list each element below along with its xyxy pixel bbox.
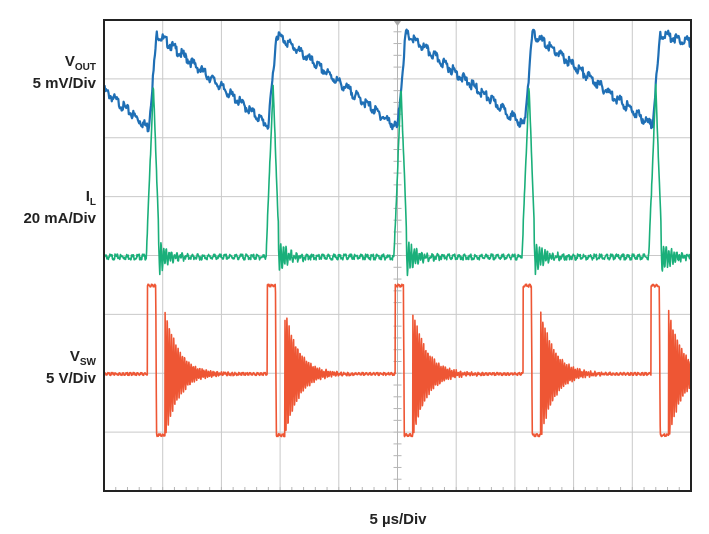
channel-subscript-v-sw: SW	[80, 357, 97, 368]
channel-name-v-out: VOUT	[65, 53, 96, 73]
channel-subscript-v-out: OUT	[75, 62, 96, 73]
channel-scale-v-sw: 5 V/Div	[46, 370, 97, 387]
trace-vsw	[103, 283, 692, 438]
channel-name-i-l: IL	[86, 188, 96, 208]
traces	[102, 28, 692, 438]
channel-labels: VOUT 5 mV/Div IL 20 mA/Div VSW 5 V/Div	[23, 53, 96, 387]
channel-name-v-sw: VSW	[70, 348, 97, 368]
channel-subscript-i-l: L	[90, 197, 96, 208]
trace-il	[103, 83, 692, 277]
grid	[103, 19, 692, 492]
channel-scale-v-out: 5 mV/Div	[33, 75, 97, 92]
trace-vout	[102, 28, 692, 133]
x-axis-label: 5 µs/Div	[369, 511, 427, 528]
plot-frame	[103, 19, 692, 492]
channel-scale-i-l: 20 mA/Div	[23, 210, 96, 227]
